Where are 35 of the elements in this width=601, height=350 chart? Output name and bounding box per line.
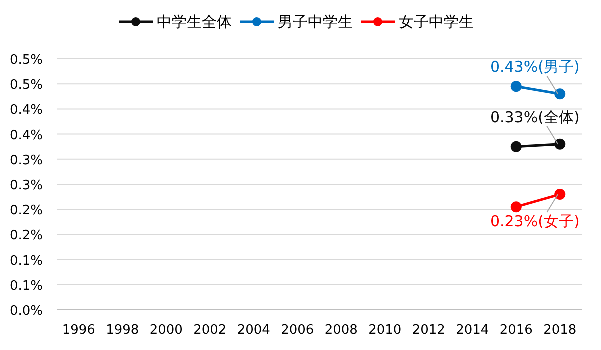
- x-tick-label: 2004: [237, 323, 270, 338]
- x-tick-label: 2016: [500, 323, 533, 338]
- y-tick-label: 0.1%: [10, 278, 43, 294]
- y-tick-label: 0.5%: [10, 78, 43, 94]
- point: [510, 81, 522, 92]
- x-tick-label: 1996: [62, 323, 96, 338]
- point: [554, 138, 566, 150]
- x-tick-label: 2002: [194, 323, 227, 338]
- x-tick-label: 2010: [368, 323, 402, 338]
- x-tick-label: 2018: [544, 323, 577, 338]
- x-tick-label: 1998: [106, 323, 140, 338]
- y-tick-label: 0.2%: [10, 228, 43, 244]
- x-tick-label: 2012: [412, 323, 446, 338]
- legend-label: 男子中学生: [278, 13, 353, 31]
- x-tick-label: 2000: [150, 323, 183, 338]
- annotation: 0.33%(全体): [490, 108, 580, 126]
- point: [554, 88, 566, 100]
- legend-label: 中学生全体: [157, 13, 232, 31]
- annotation: 0.23%(女子): [490, 212, 580, 231]
- x-tick-label: 2014: [456, 323, 490, 338]
- y-tick-label: 0.4%: [10, 103, 43, 118]
- point: [554, 189, 566, 200]
- x-tick-label: 2006: [281, 323, 314, 338]
- annotation: 0.43%(男子): [490, 58, 580, 76]
- point: [510, 202, 522, 213]
- y-tick-label: 0.1%: [10, 254, 43, 269]
- legend-label: 女子中学生: [399, 13, 474, 31]
- y-tick-label: 0.3%: [10, 153, 43, 168]
- point: [510, 141, 522, 152]
- x-tick-label: 2008: [324, 323, 358, 338]
- y-tick-label: 0.4%: [10, 128, 43, 144]
- y-tick-label: 0.5%: [10, 53, 43, 68]
- y-tick-label: 0.0%: [10, 304, 43, 319]
- y-tick-label: 0.3%: [10, 178, 43, 194]
- y-tick-label: 0.2%: [10, 204, 43, 219]
